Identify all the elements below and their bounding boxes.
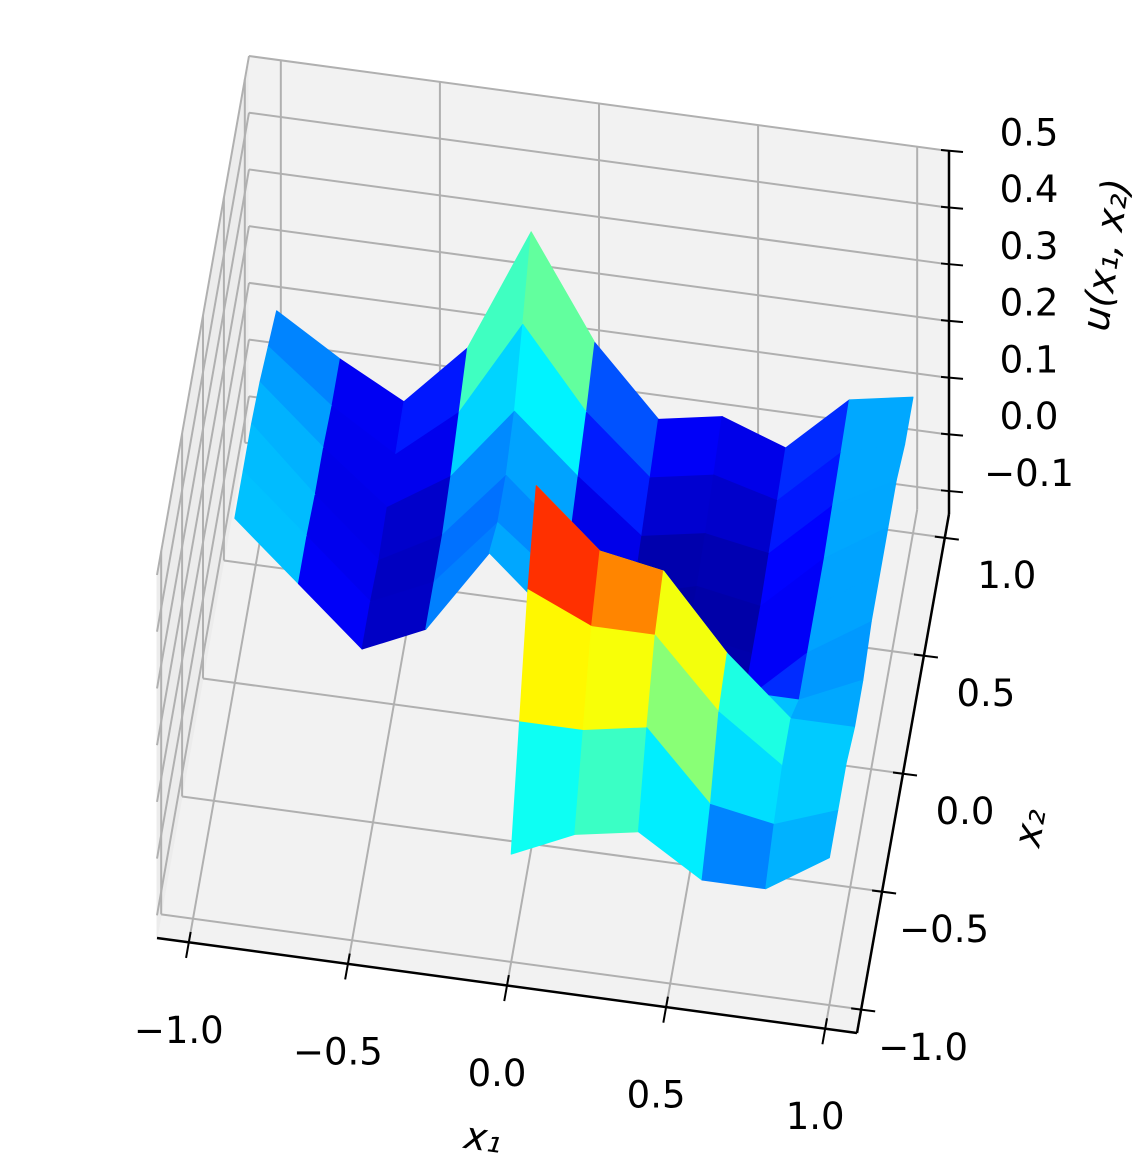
surface-patch bbox=[649, 416, 723, 479]
z-tick bbox=[940, 319, 964, 324]
surface-patch bbox=[641, 474, 715, 537]
y-tick-label: 1.0 bbox=[977, 554, 1036, 597]
x-tick-label: 0.0 bbox=[468, 1052, 527, 1095]
grid-line bbox=[248, 281, 950, 379]
y-tick bbox=[913, 653, 939, 659]
z-tick bbox=[940, 375, 964, 380]
z-tick-label: −0.1 bbox=[984, 452, 1074, 495]
x-axis-label: x₁ bbox=[461, 1113, 505, 1162]
grid-line bbox=[156, 225, 250, 746]
grid-line bbox=[248, 55, 950, 152]
z-tick-label: 0.4 bbox=[1000, 168, 1059, 211]
z-tick-label: 0.1 bbox=[1000, 338, 1059, 381]
grid-line bbox=[248, 111, 950, 209]
x-axis-line bbox=[156, 936, 858, 1035]
y-tick-label: −0.5 bbox=[899, 908, 989, 951]
y-axis-line bbox=[855, 513, 951, 1034]
y-tick bbox=[934, 535, 959, 541]
x-tick bbox=[662, 996, 669, 1023]
x-tick bbox=[185, 931, 192, 959]
x-tick-label: 0.5 bbox=[627, 1074, 686, 1117]
z-tick-label: 0.2 bbox=[1000, 282, 1059, 325]
grid-line bbox=[161, 913, 862, 1011]
grid-line bbox=[156, 339, 250, 859]
z-tick-label: 0.3 bbox=[1000, 225, 1059, 268]
grid-line bbox=[248, 168, 950, 266]
z-tick bbox=[940, 432, 964, 437]
z-tick-label: 0.5 bbox=[1000, 112, 1059, 155]
x-tick bbox=[503, 974, 510, 1002]
grid-line bbox=[156, 169, 250, 689]
x-tick bbox=[344, 953, 351, 980]
axes: −1.0 −0.5 0.0 0.5 1.0 −1.0 −0.5 0.0 0.5 1.0 −0.1 0.… bbox=[134, 112, 1074, 1139]
z-tick bbox=[940, 262, 964, 267]
y-tick bbox=[851, 1007, 876, 1013]
y-tick bbox=[892, 771, 918, 777]
z-tick bbox=[940, 489, 964, 494]
surface-patch bbox=[765, 809, 839, 890]
y-axis-label: x₂ bbox=[1004, 805, 1054, 851]
surface-patch bbox=[510, 721, 584, 855]
y-tick-label: −1.0 bbox=[878, 1026, 968, 1069]
grid-line bbox=[156, 282, 250, 803]
z-tick bbox=[940, 149, 964, 153]
surface bbox=[234, 231, 914, 890]
grid-line bbox=[156, 396, 250, 916]
x-tick-label: −1.0 bbox=[134, 1009, 224, 1052]
grid-line bbox=[156, 55, 250, 576]
grid-line bbox=[156, 112, 250, 632]
z-axis-label: u(x₁, x₂) bbox=[1073, 176, 1137, 334]
y-tick-label: 0.5 bbox=[956, 672, 1015, 715]
x-tick-label: −0.5 bbox=[293, 1030, 383, 1073]
surface-patch bbox=[781, 718, 855, 767]
y-tick-label: 0.0 bbox=[936, 790, 995, 833]
x-tick bbox=[821, 1018, 829, 1045]
z-tick bbox=[940, 205, 964, 210]
x-tick-label: 1.0 bbox=[786, 1095, 845, 1138]
grid-line bbox=[248, 225, 950, 323]
surface-patch bbox=[574, 727, 648, 835]
y-tick bbox=[871, 889, 897, 895]
surface-patch bbox=[582, 626, 656, 732]
z-tick-label: 0.0 bbox=[1000, 395, 1059, 438]
